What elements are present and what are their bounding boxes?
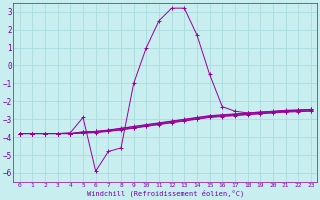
X-axis label: Windchill (Refroidissement éolien,°C): Windchill (Refroidissement éolien,°C) [87,190,244,197]
